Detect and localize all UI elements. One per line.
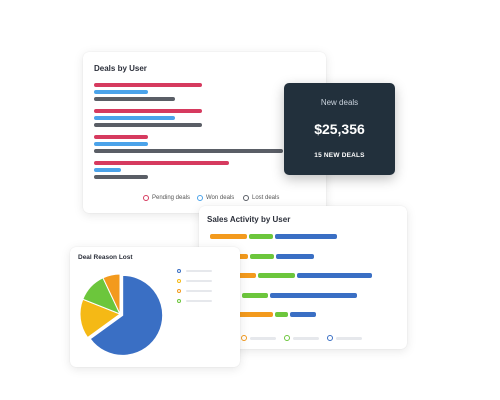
- legend-blue-dot-icon: [327, 335, 333, 341]
- legend-won-label: Won deals: [206, 195, 235, 201]
- deals-bar[interactable]: [94, 97, 175, 101]
- activity-segment[interactable]: [270, 292, 357, 298]
- sales-activity-title: Sales Activity by User: [207, 215, 291, 224]
- new-deals-label: New deals: [320, 98, 359, 107]
- deals-bar[interactable]: [94, 142, 148, 146]
- deals-bar[interactable]: [94, 149, 283, 153]
- pie-slice[interactable]: [89, 274, 164, 356]
- activity-segment[interactable]: [276, 253, 314, 259]
- activity-segment[interactable]: [297, 273, 372, 278]
- legend-won[interactable]: Won deals: [197, 195, 234, 201]
- new-deals-amount: $25,356: [314, 121, 365, 137]
- legend-green-dot-icon: [177, 299, 181, 303]
- activity-segment[interactable]: [249, 234, 273, 239]
- activity-segment[interactable]: [258, 273, 295, 278]
- new-deals-count: 15 NEW DEALS: [314, 152, 365, 159]
- legend-orange-dot-icon: [177, 289, 181, 293]
- new-deals-card[interactable]: New deals $25,356 15 NEW DEALS: [284, 83, 395, 175]
- activity-segment[interactable]: [210, 312, 273, 317]
- legend-green-dot-icon: [284, 335, 290, 341]
- activity-segment[interactable]: [275, 312, 288, 317]
- legend-placeholder: [186, 290, 212, 292]
- deals-bar[interactable]: [94, 116, 175, 120]
- legend-lost[interactable]: Lost deals: [243, 195, 279, 201]
- legend-yellow-dot-icon: [177, 279, 181, 283]
- pie-slice[interactable]: [102, 273, 121, 315]
- deals-bar[interactable]: [94, 123, 202, 127]
- legend-pending[interactable]: Pending deals: [143, 195, 190, 201]
- deals-bar[interactable]: [94, 109, 202, 113]
- activity-segment[interactable]: [210, 234, 247, 239]
- deals-bar[interactable]: [94, 135, 148, 139]
- legend-placeholder: [336, 337, 362, 340]
- deal-reason-lost-pie: [79, 273, 164, 356]
- deal-reason-lost-card: Deal Reason Lost: [70, 247, 240, 367]
- legend-placeholder: [186, 280, 212, 282]
- deals-bar[interactable]: [94, 161, 229, 165]
- activity-segment[interactable]: [275, 234, 337, 239]
- legend-blue-dot-icon: [177, 269, 181, 273]
- deals-bar[interactable]: [94, 90, 148, 94]
- legend-placeholder: [186, 300, 212, 302]
- legend-placeholder: [293, 337, 319, 340]
- legend-lost-label: Lost deals: [252, 195, 280, 201]
- activity-segment[interactable]: [242, 292, 268, 298]
- legend-orange-dot-icon: [241, 335, 247, 341]
- legend-placeholder: [186, 270, 212, 272]
- deals-bar[interactable]: [94, 175, 148, 179]
- won-dot-icon: [197, 195, 203, 201]
- deals-bar[interactable]: [94, 168, 121, 172]
- deals-bar[interactable]: [94, 83, 202, 87]
- activity-segment[interactable]: [290, 312, 316, 317]
- deal-reason-lost-title: Deal Reason Lost: [78, 254, 133, 261]
- legend-pending-label: Pending deals: [152, 195, 191, 201]
- deals-by-user-title: Deals by User: [94, 64, 147, 73]
- pending-dot-icon: [143, 195, 149, 201]
- lost-dot-icon: [243, 195, 249, 201]
- activity-segment[interactable]: [250, 253, 274, 259]
- legend-placeholder: [250, 337, 276, 340]
